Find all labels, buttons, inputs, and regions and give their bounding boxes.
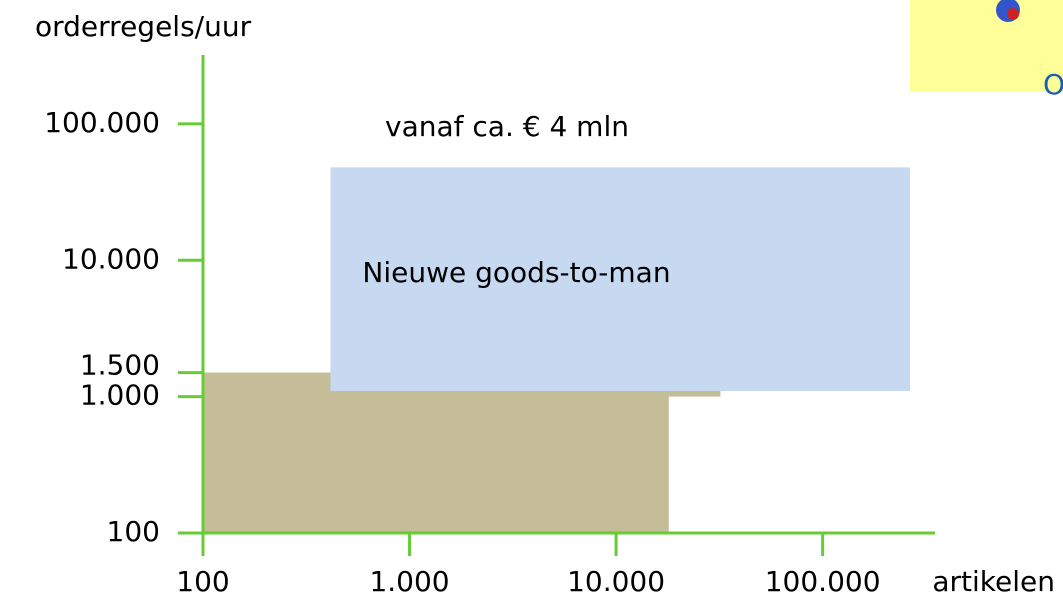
- x-tick-label: 100: [176, 565, 229, 598]
- x-tick-label: 100.000: [765, 565, 881, 598]
- x-tick-label: 10.000: [567, 565, 665, 598]
- x-axis-title: artikelen: [932, 565, 1055, 598]
- y-tick-label: 100: [107, 515, 160, 548]
- y-axis-title: orderregels/uur: [35, 10, 252, 43]
- y-tick-label: 100.000: [44, 106, 160, 139]
- x-tick-label: 1.000: [369, 565, 449, 598]
- logo-icon-dot: [1007, 8, 1019, 20]
- y-tick-label: 10.000: [62, 242, 160, 275]
- y-tick-label: 1.500: [80, 349, 160, 382]
- logo-box: [910, 0, 1063, 92]
- y-tick-label: 1.000: [80, 379, 160, 412]
- annotation: vanaf ca. € 4 mln: [385, 110, 629, 143]
- region: [203, 372, 669, 533]
- logo-text: O: [1043, 68, 1063, 101]
- region: [330, 167, 911, 391]
- region-label: Nieuwe goods-to-man: [362, 256, 670, 289]
